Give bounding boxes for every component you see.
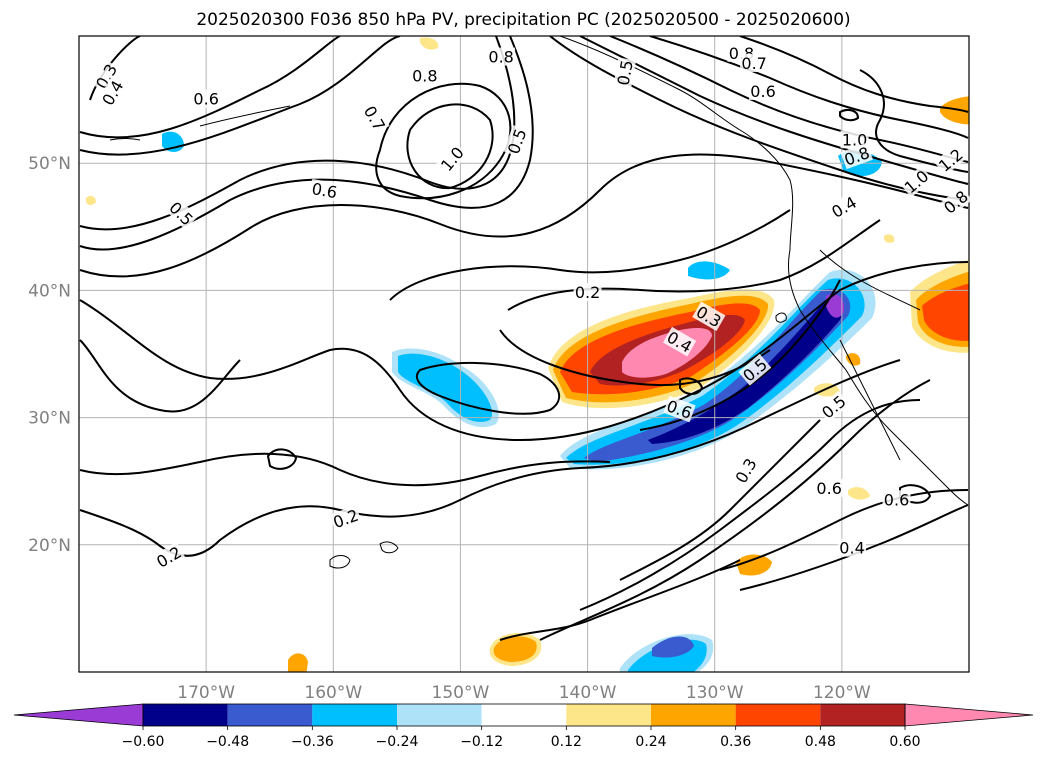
contour-label-bg [192, 89, 221, 108]
contour-label-28: 0.6 [882, 490, 911, 509]
contour-label-text: 0.5 [614, 59, 637, 87]
colorbar-bin-7 [735, 704, 821, 726]
lat-tick-label-0: 20°N [28, 536, 71, 556]
map-frame [78, 35, 970, 673]
contour-label-text: 0.2 [575, 283, 600, 302]
colorbar-tick-label-9: 0.60 [889, 734, 920, 750]
contour-label-2: 0.6 [192, 89, 221, 109]
contour-label-bg [613, 57, 637, 89]
contour-label-bg [899, 165, 933, 198]
contour-label-bg [817, 390, 851, 423]
contour-label-text: 0.6 [750, 82, 775, 101]
contour-label-bg [662, 326, 697, 357]
contour-label-text: 0.6 [193, 90, 218, 109]
north-american-coast [559, 36, 969, 506]
contour-label-6: 0.8 [410, 66, 439, 86]
contour-label-bg [738, 353, 772, 386]
contour-label-bg [329, 505, 362, 532]
colorbar-bin-0 [143, 704, 228, 726]
contour-label-text: 0.8 [412, 67, 437, 86]
colorbar-tick-label-4: −0.12 [460, 734, 503, 750]
contour-label-29: 0.4 [838, 538, 867, 558]
colorbar-tick-label-8: 0.48 [805, 734, 836, 750]
colorbar-tick-label-7: 0.36 [720, 734, 751, 750]
contour-label-bg [934, 143, 968, 176]
contour-label-10: 0.5 [613, 57, 637, 89]
contour-label-text: 0.7 [741, 54, 766, 73]
contour-label-bg [749, 81, 778, 100]
lat-tick-label-2: 40°N [28, 281, 71, 301]
colorbar-bin-1 [227, 704, 313, 726]
lon-tick-label-0: 170°W [177, 683, 235, 703]
contour-label-bg [730, 453, 761, 488]
contour-label-text: 0.4 [839, 539, 864, 558]
contour-label-text: 0.8 [488, 48, 513, 67]
contour-label-bg [360, 101, 390, 135]
contour-label-bg [410, 66, 439, 85]
contour-label-1: 0.4 [97, 76, 128, 110]
coastlines [109, 36, 969, 569]
colorbar-bin-8 [820, 704, 905, 726]
contour-label-text: 0.6 [310, 179, 338, 202]
colorbar-tick-label-2: −0.36 [291, 734, 334, 750]
contour-label-12: 0.7 [740, 53, 769, 73]
contour-label-bg [840, 142, 874, 170]
contour-label-bg [740, 53, 769, 72]
colorbar-extend-high [904, 703, 1034, 727]
colorbar-extend-low [13, 703, 144, 727]
contour-label-bg [503, 125, 530, 158]
lat-tick-label-3: 50°N [28, 154, 71, 174]
lon-tick-label-4: 130°W [686, 683, 744, 703]
colorbar-bin-3 [397, 704, 482, 726]
contour-label-text: 0.6 [816, 479, 841, 498]
contour-label-bg [840, 130, 869, 149]
contour-label-bg [165, 197, 198, 230]
lon-tick-label-3: 140°W [559, 683, 617, 703]
colorbar-bin-2 [312, 704, 397, 726]
axis-ticks: 170°W 160°W 150°W 140°W 130°W 120°W 20°N 30°N 40… [28, 154, 871, 703]
colorbar-tick-label-3: −0.24 [376, 734, 419, 750]
colorbar-tick-label-6: 0.24 [635, 734, 666, 750]
contour-label-bg [838, 538, 867, 557]
colorbar-tick-label-0: −0.60 [122, 734, 165, 750]
contour-label-14: 1.0 [840, 130, 869, 149]
colorbar-tick-label-1: −0.48 [206, 734, 249, 750]
contour-label-bg [436, 142, 468, 176]
contour-label-bg [692, 301, 726, 332]
colorbar-bin-6 [651, 704, 736, 726]
lat-tick-label-1: 30°N [28, 409, 71, 429]
contour-label-bg [663, 395, 696, 423]
contour-label-bg [573, 282, 602, 301]
contour-label-7: 0.8 [487, 47, 516, 67]
contour-label-bg [882, 490, 911, 509]
lon-tick-label-5: 120°W [813, 683, 871, 703]
contour-label-bg [309, 178, 340, 202]
pv-contours [79, 36, 969, 641]
lon-tick-label-1: 160°W [304, 683, 362, 703]
lon-tick-label-2: 150°W [432, 683, 490, 703]
contour-label-bg [152, 541, 186, 572]
contour-label-4: 0.6 [309, 178, 340, 202]
contour-label-24: 0.6 [663, 395, 696, 423]
colorbar: −0.60 −0.48 −0.36 −0.24 −0.12 0.12 0.24 0.36 0.4… [13, 703, 1034, 750]
map-title: 2025020300 F036 850 hPa PV, precipitatio… [196, 10, 851, 30]
contour-label-text: 0.6 [884, 490, 909, 509]
contour-label-bg [91, 59, 121, 93]
contour-label-bg [815, 478, 844, 497]
colorbar-bin-4 [481, 704, 567, 726]
colorbar-tick-label-5: 0.12 [551, 734, 582, 750]
contour-label-bg [487, 47, 516, 66]
contour-label-bg [97, 76, 128, 110]
contour-label-20: 0.2 [573, 282, 602, 302]
colorbar-outline [142, 703, 906, 727]
contour-label-text: 1.0 [842, 130, 867, 149]
contour-label-13: 0.6 [749, 81, 778, 101]
contour-label-bg [827, 192, 861, 222]
contour-label-27: 0.6 [815, 478, 844, 498]
colorbar-bin-5 [566, 704, 651, 726]
contour-label-bg [939, 185, 973, 218]
